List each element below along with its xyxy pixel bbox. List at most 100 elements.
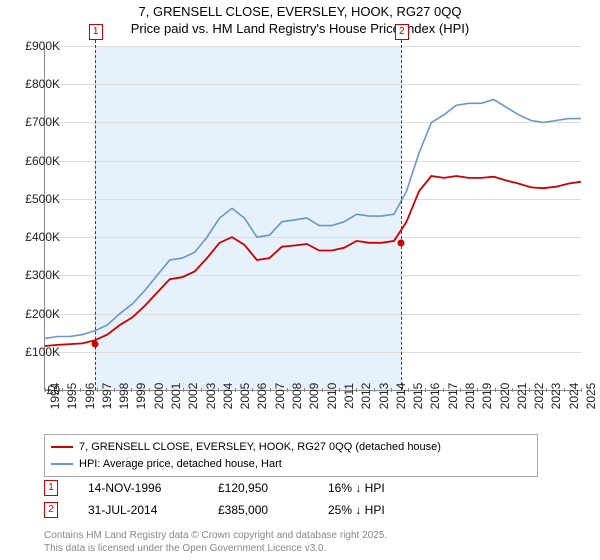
sale-row-rel: 16% ↓ HPI: [328, 481, 385, 495]
xtick-label: 2015: [411, 383, 425, 410]
xtick: [270, 388, 271, 392]
sale-data-row: 1 14-NOV-1996 £120,950 16% ↓ HPI: [44, 480, 385, 496]
xtick-label: 1997: [100, 383, 114, 410]
xtick-label: 2024: [567, 383, 581, 410]
xtick-label: 2007: [273, 383, 287, 410]
xtick: [149, 388, 150, 392]
sale-row-price: £385,000: [218, 503, 298, 517]
xtick-label: 2004: [221, 383, 235, 410]
xtick: [495, 388, 496, 392]
sale-marker-box: 1: [89, 24, 103, 40]
series-line: [45, 176, 581, 346]
legend-item-paid: 7, GRENSELL CLOSE, EVERSLEY, HOOK, RG27 …: [51, 439, 531, 456]
xtick: [201, 388, 202, 392]
xtick-label: 2022: [532, 383, 546, 410]
xtick-label: 2019: [480, 383, 494, 410]
xtick: [356, 388, 357, 392]
xtick: [235, 388, 236, 392]
xtick-label: 2020: [498, 383, 512, 410]
xtick-label: 2005: [238, 383, 252, 410]
sale-row-price: £120,950: [218, 481, 298, 495]
plot-area: 12: [44, 46, 581, 391]
xtick-label: 2014: [394, 383, 408, 410]
xtick: [564, 388, 565, 392]
legend-label-paid: 7, GRENSELL CLOSE, EVERSLEY, HOOK, RG27 …: [79, 439, 441, 456]
xtick: [460, 388, 461, 392]
sale-row-num: 2: [44, 502, 58, 518]
xtick: [425, 388, 426, 392]
xtick-label: 2021: [515, 383, 529, 410]
legend-item-hpi: HPI: Average price, detached house, Hart: [51, 456, 531, 473]
xtick-label: 2011: [342, 383, 356, 409]
xtick-label: 2018: [463, 383, 477, 410]
footer-line1: Contains HM Land Registry data © Crown c…: [44, 530, 387, 541]
xtick: [62, 388, 63, 392]
xtick: [339, 388, 340, 392]
xtick: [80, 388, 81, 392]
xtick-label: 2009: [307, 383, 321, 410]
title-line1: 7, GRENSELL CLOSE, EVERSLEY, HOOK, RG27 …: [139, 4, 462, 19]
xtick-label: 1994: [48, 383, 62, 410]
ytick-label: £900K: [25, 39, 60, 53]
legend-swatch-hpi: [51, 463, 73, 465]
xtick: [443, 388, 444, 392]
sale-dot: [91, 340, 98, 347]
sale-marker-line: [401, 40, 402, 390]
sale-row-date: 31-JUL-2014: [88, 503, 188, 517]
xtick: [97, 388, 98, 392]
xtick-label: 2017: [446, 383, 460, 410]
sale-data-rows: 1 14-NOV-1996 £120,950 16% ↓ HPI 2 31-JUL-201…: [44, 480, 385, 524]
sale-marker-line: [95, 40, 96, 390]
xtick-label: 2012: [359, 383, 373, 410]
xtick: [304, 388, 305, 392]
sale-row-num: 1: [44, 480, 58, 496]
legend-swatch-paid: [51, 446, 73, 448]
sale-dot: [397, 239, 404, 246]
legend: 7, GRENSELL CLOSE, EVERSLEY, HOOK, RG27 …: [44, 434, 538, 477]
xtick: [529, 388, 530, 392]
ytick-label: £600K: [25, 154, 60, 168]
xtick: [581, 388, 582, 392]
xtick-label: 2008: [290, 383, 304, 410]
xtick-label: 1999: [134, 383, 148, 410]
ytick-label: £500K: [25, 192, 60, 206]
ytick-label: £200K: [25, 307, 60, 321]
xtick: [252, 388, 253, 392]
xtick-label: 2010: [325, 383, 339, 410]
xtick: [408, 388, 409, 392]
xtick-label: 1996: [83, 383, 97, 410]
xtick: [287, 388, 288, 392]
chart-lines: [45, 46, 581, 390]
xtick-label: 2000: [152, 383, 166, 410]
xtick-label: 1995: [65, 383, 79, 410]
xtick: [322, 388, 323, 392]
footer-line2: This data is licensed under the Open Gov…: [44, 543, 326, 554]
legend-label-hpi: HPI: Average price, detached house, Hart: [79, 456, 282, 473]
xtick: [218, 388, 219, 392]
ytick-label: £300K: [25, 268, 60, 282]
footer-attribution: Contains HM Land Registry data © Crown c…: [44, 530, 387, 555]
sale-marker-box: 2: [395, 24, 409, 40]
xtick-label: 2003: [204, 383, 218, 410]
xtick: [166, 388, 167, 392]
xtick-label: 2006: [255, 383, 269, 410]
series-line: [45, 100, 581, 339]
xtick-label: 2016: [428, 383, 442, 410]
title-line2: Price paid vs. HM Land Registry's House …: [131, 21, 469, 36]
sale-row-date: 14-NOV-1996: [88, 481, 188, 495]
ytick-label: £400K: [25, 230, 60, 244]
sale-row-rel: 25% ↓ HPI: [328, 503, 385, 517]
xtick: [183, 388, 184, 392]
xtick-label: 2001: [169, 383, 183, 410]
xtick-label: 2002: [186, 383, 200, 410]
xtick: [114, 388, 115, 392]
xtick-label: 2025: [584, 383, 598, 410]
ytick-label: £100K: [25, 345, 60, 359]
xtick-label: 2013: [377, 383, 391, 410]
ytick-label: £700K: [25, 115, 60, 129]
xtick: [131, 388, 132, 392]
sale-data-row: 2 31-JUL-2014 £385,000 25% ↓ HPI: [44, 502, 385, 518]
xtick: [374, 388, 375, 392]
xtick-label: 1998: [117, 383, 131, 410]
xtick: [477, 388, 478, 392]
